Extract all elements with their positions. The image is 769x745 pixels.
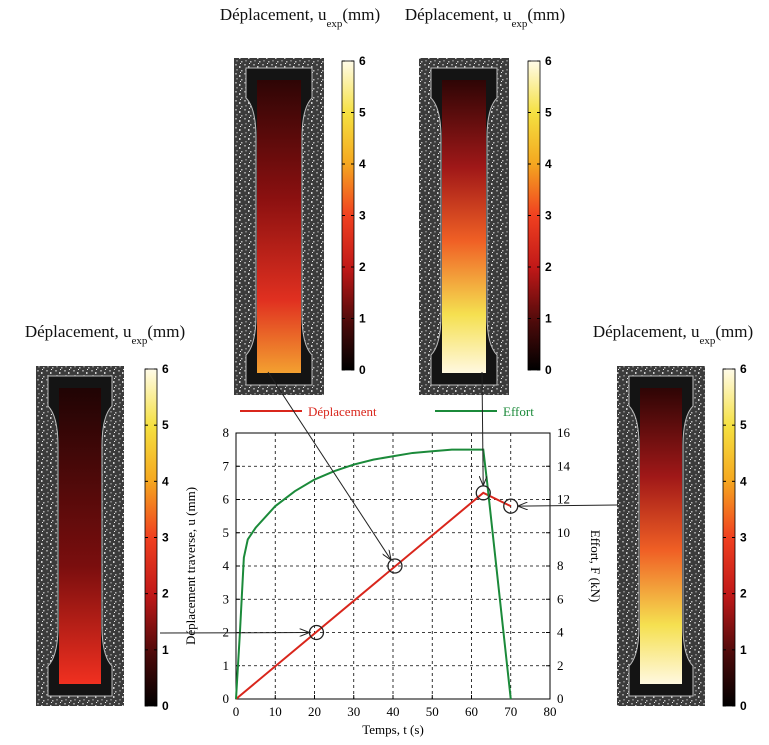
y-tick-label: 6 [223,492,230,507]
y2-tick-label: 4 [557,625,564,640]
title-subscript: exp [700,335,716,347]
y2-axis-label: Effort, F (kN) [588,530,603,602]
image-panel: Déplacement, uexp(mm) 0 1 2 3 4 5 6 [220,5,380,395]
y2-tick-label: 2 [557,658,564,673]
colorbar-tick-label: 4 [162,474,169,488]
x-tick-label: 80 [544,704,557,719]
title-unit: (mm) [527,5,565,24]
y-tick-label: 7 [223,458,230,473]
marker-circle [387,558,403,574]
x-axis-label: Temps, t (s) [362,722,424,737]
colorbar-tick-label: 2 [740,587,747,601]
legend-label: Déplacement [308,404,377,419]
plot-frame [235,432,551,700]
title-main: Déplacement, u [25,322,132,341]
colorbar-tick-label: 2 [162,587,169,601]
colorbar-tick-label: 5 [359,106,366,120]
colorbar-tick-label: 0 [359,363,366,377]
pointer-arrow [267,371,391,559]
colorbar-tick-label: 6 [545,54,552,68]
title-subscript: exp [512,18,528,30]
colorbar-tick-label: 5 [545,106,552,120]
panel-title: Déplacement, uexp(mm) [405,5,565,30]
colorbar-tick-label: 2 [545,260,552,274]
panel-title: Déplacement, uexp(mm) [593,322,753,347]
x-tick-label: 0 [233,704,240,719]
panel-title: Déplacement, uexp(mm) [25,322,185,347]
title-main: Déplacement, u [220,5,327,24]
image-panel: Déplacement, uexp(mm) 0 1 2 3 4 5 6 [405,5,565,395]
colorbar-tick-label: 6 [162,362,169,376]
title-main: Déplacement, u [593,322,700,341]
pointer-arrow [482,371,483,485]
y-axis-label: Déplacement traverse, u (mm) [183,487,198,645]
y-tick-label: 3 [223,591,230,606]
colorbar-tick-label: 1 [545,312,552,326]
colorbar-tick-label: 3 [740,531,747,545]
colorbar-tick-label: 4 [545,157,552,171]
title-subscript: exp [132,335,148,347]
x-tick-label: 40 [387,704,400,719]
title-unit: (mm) [342,5,380,24]
displacement-field [640,388,682,684]
x-tick-label: 10 [269,704,282,719]
colorbar-tick-label: 3 [162,531,169,545]
y2-tick-label: 16 [557,425,571,440]
colorbar-tick-label: 4 [359,157,366,171]
y2-tick-label: 10 [557,525,570,540]
x-tick-label: 30 [347,704,360,719]
colorbar-tick-label: 0 [740,699,747,713]
colorbar-tick-label: 3 [545,209,552,223]
y-tick-label: 4 [223,558,230,573]
colorbar-tick-label: 6 [359,54,366,68]
colorbar-tick-label: 6 [740,362,747,376]
displacement-field [257,80,301,373]
y2-tick-label: 6 [557,591,564,606]
title-subscript: exp [327,18,343,30]
y2-tick-label: 14 [557,458,571,473]
y-tick-label: 2 [223,625,230,640]
series-line [235,448,512,700]
y2-tick-label: 12 [557,492,570,507]
y-tick-label: 1 [223,658,230,673]
image-panel: Déplacement, uexp(mm) 0 1 2 3 4 5 6 [593,322,753,713]
colorbar-tick-label: 5 [162,418,169,432]
y-tick-label: 8 [223,425,230,440]
colorbar-tick-label: 3 [359,209,366,223]
y2-tick-label: 0 [557,691,564,706]
chart: 0 10 20 30 40 50 60 70 800123456780246810121416T… [159,371,618,737]
x-tick-label: 60 [465,704,478,719]
title-unit: (mm) [147,322,185,341]
legend-label: Effort [503,404,534,419]
colorbar-tick-label: 1 [740,643,747,657]
y-tick-label: 5 [223,525,230,540]
y-tick-label: 0 [223,691,230,706]
title-unit: (mm) [715,322,753,341]
x-tick-label: 70 [504,704,517,719]
pointer-arrow [519,505,618,506]
colorbar-tick-label: 0 [162,699,169,713]
x-tick-label: 50 [426,704,439,719]
colorbar-tick-label: 0 [545,363,552,377]
colorbar-tick-label: 2 [359,260,366,274]
colorbar-tick-label: 1 [162,643,169,657]
colorbar-tick-label: 4 [740,474,747,488]
colorbar-tick-label: 5 [740,418,747,432]
y2-tick-label: 8 [557,558,564,573]
title-main: Déplacement, u [405,5,512,24]
displacement-field [442,80,486,373]
colorbar-tick-label: 1 [359,312,366,326]
image-panel: Déplacement, uexp(mm) 0 1 2 3 4 5 6 [25,322,185,713]
x-tick-label: 20 [308,704,321,719]
displacement-field [59,388,101,684]
panel-title: Déplacement, uexp(mm) [220,5,380,30]
series-line [235,491,512,700]
